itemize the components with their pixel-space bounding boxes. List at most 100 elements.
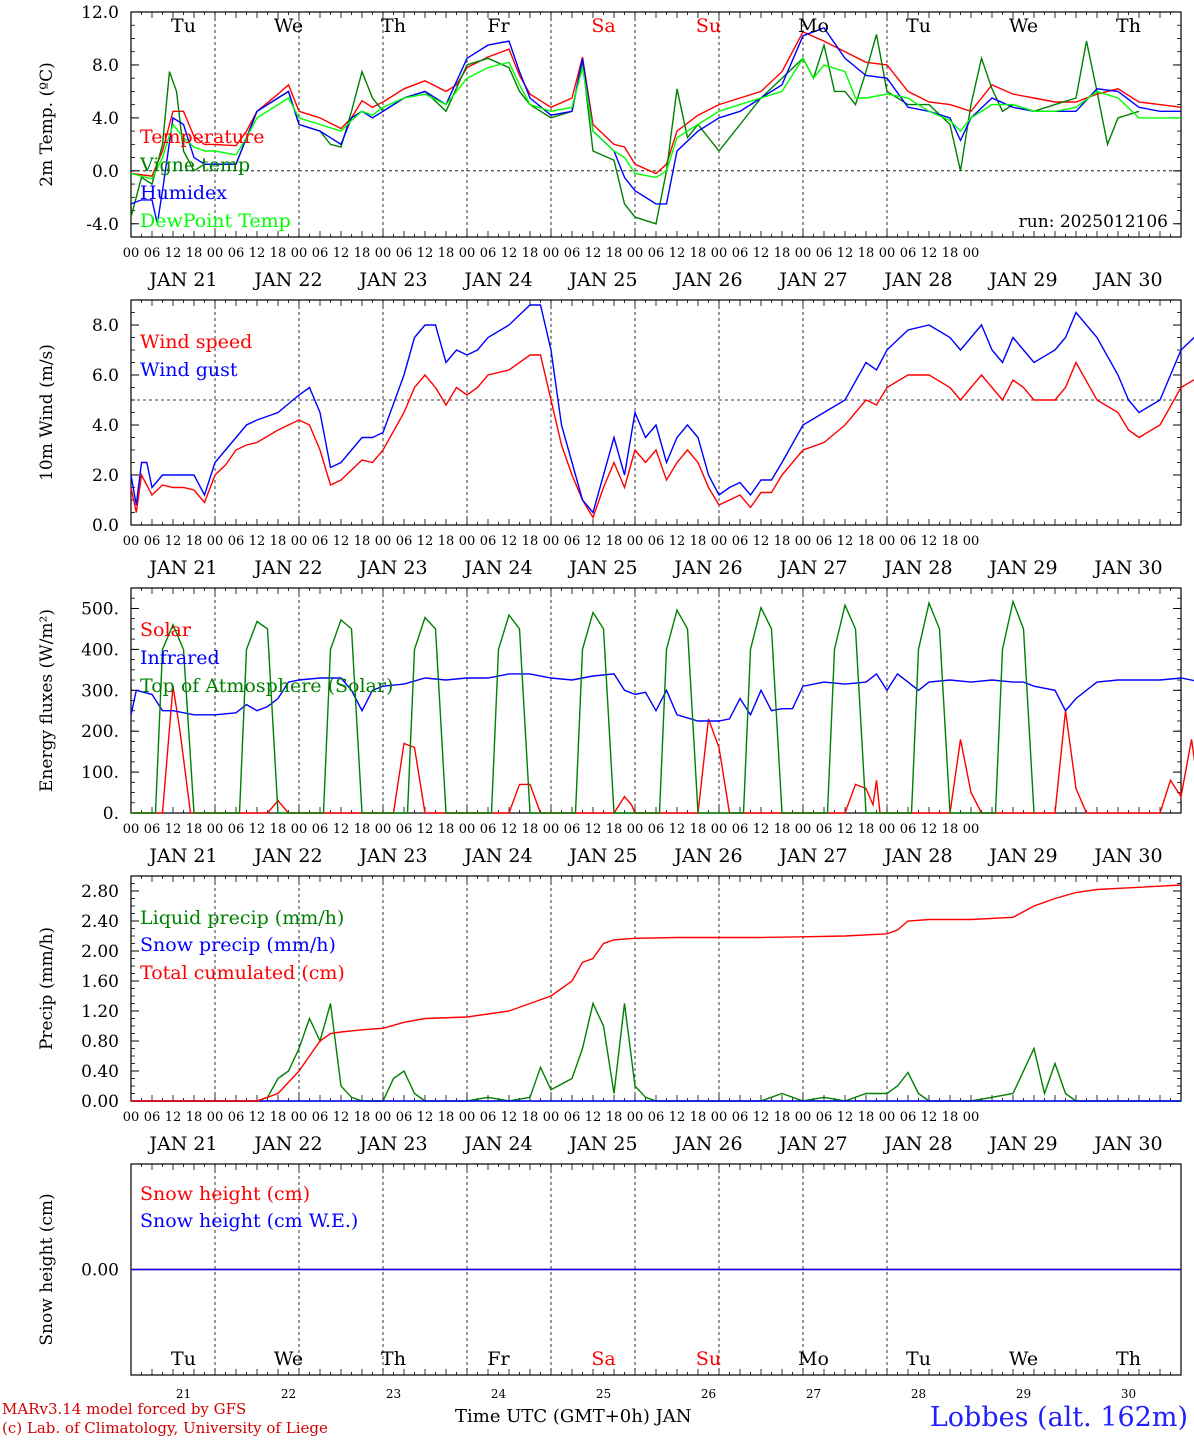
weekday-label: Tu bbox=[906, 1348, 931, 1370]
hour-tick-label: 12 bbox=[921, 1110, 938, 1125]
date-label: JAN 25 bbox=[567, 269, 637, 291]
hour-tick-label: 06 bbox=[816, 822, 833, 837]
y-axis-label: 10m Wind (m/s) bbox=[37, 344, 57, 481]
hour-tick-label: 00 bbox=[459, 246, 476, 261]
hour-tick-label: 18 bbox=[354, 822, 371, 837]
hour-tick-label: 06 bbox=[480, 534, 497, 549]
y-tick-label: 300. bbox=[81, 681, 119, 701]
hour-tick-label: 12 bbox=[165, 1110, 182, 1125]
weekday-label: Th bbox=[381, 1348, 406, 1370]
station-name: Lobbes (alt. 162m) bbox=[929, 1402, 1188, 1433]
hour-tick-label: 06 bbox=[732, 822, 749, 837]
hour-tick-label: 12 bbox=[501, 246, 518, 261]
day-number-label: 29 bbox=[1016, 1387, 1031, 1401]
y-tick-label: -4.0 bbox=[86, 215, 119, 235]
hour-tick-label: 12 bbox=[585, 822, 602, 837]
hour-tick-label: 00 bbox=[459, 534, 476, 549]
hour-tick-label: 12 bbox=[837, 246, 854, 261]
hour-tick-label: 18 bbox=[606, 534, 623, 549]
hour-tick-label: 00 bbox=[795, 822, 812, 837]
y-tick-label: 400. bbox=[81, 640, 119, 660]
hour-tick-label: 06 bbox=[648, 1110, 665, 1125]
hour-tick-label: 18 bbox=[438, 1110, 455, 1125]
hour-tick-label: 00 bbox=[291, 246, 308, 261]
y-tick-label: 6.0 bbox=[92, 366, 119, 386]
hour-tick-label: 18 bbox=[522, 534, 539, 549]
date-label: JAN 24 bbox=[462, 557, 532, 579]
weekday-label: We bbox=[1009, 1348, 1038, 1370]
date-label: JAN 30 bbox=[1092, 845, 1162, 867]
hour-tick-label: 06 bbox=[648, 822, 665, 837]
hour-tick-label: 18 bbox=[522, 246, 539, 261]
series-line bbox=[130, 30, 1182, 177]
legend-entry: Snow height (cm W.E.) bbox=[140, 1210, 358, 1232]
day-number-label: 23 bbox=[386, 1387, 401, 1401]
date-label: JAN 28 bbox=[882, 269, 952, 291]
y-tick-label: 0.0 bbox=[92, 162, 119, 182]
hour-tick-label: 00 bbox=[207, 822, 224, 837]
hour-tick-label: 06 bbox=[564, 822, 581, 837]
hour-tick-label: 12 bbox=[417, 1110, 434, 1125]
hour-tick-label: 18 bbox=[270, 1110, 287, 1125]
hour-tick-label: 00 bbox=[123, 246, 140, 261]
legend-entry: Humidex bbox=[140, 182, 227, 204]
legend-entry: Infrared bbox=[140, 647, 220, 669]
weekday-label: We bbox=[274, 15, 303, 37]
hour-tick-label: 06 bbox=[228, 1110, 245, 1125]
hour-tick-label: 12 bbox=[837, 822, 854, 837]
hour-tick-label: 12 bbox=[669, 246, 686, 261]
date-label: JAN 22 bbox=[252, 557, 322, 579]
hour-tick-label: 06 bbox=[900, 534, 917, 549]
series-line bbox=[131, 599, 1035, 814]
hour-tick-label: 18 bbox=[858, 246, 875, 261]
weekday-label: Fr bbox=[487, 15, 510, 37]
hour-tick-label: 06 bbox=[312, 822, 329, 837]
series-line bbox=[130, 27, 1181, 224]
hour-tick-label: 00 bbox=[711, 1110, 728, 1125]
y-tick-label: 0.00 bbox=[81, 1261, 119, 1281]
hour-tick-label: 18 bbox=[354, 1110, 371, 1125]
series-line bbox=[130, 304, 1194, 514]
day-number-label: 26 bbox=[701, 1387, 716, 1401]
hour-tick-label: 06 bbox=[732, 1110, 749, 1125]
x-axis-label: Time UTC (GMT+0h) JAN bbox=[455, 1406, 692, 1427]
date-label: JAN 21 bbox=[147, 557, 217, 579]
date-label: JAN 29 bbox=[987, 269, 1057, 291]
hour-tick-label: 00 bbox=[459, 822, 476, 837]
y-tick-label: 2.00 bbox=[81, 942, 119, 962]
hour-tick-label: 06 bbox=[312, 534, 329, 549]
hour-tick-label: 18 bbox=[354, 534, 371, 549]
weekday-label: Th bbox=[381, 15, 406, 37]
hour-tick-label: 12 bbox=[585, 1110, 602, 1125]
y-tick-label: 12.0 bbox=[81, 3, 119, 23]
hour-tick-label: 00 bbox=[795, 534, 812, 549]
hour-tick-label: 18 bbox=[942, 1110, 959, 1125]
y-axis-label: Snow height (cm) bbox=[37, 1193, 57, 1345]
series-line bbox=[130, 672, 1194, 722]
date-label: JAN 27 bbox=[777, 1133, 847, 1155]
hour-tick-label: 18 bbox=[354, 246, 371, 261]
y-tick-label: 100. bbox=[81, 763, 119, 783]
hour-tick-label: 06 bbox=[312, 246, 329, 261]
hour-tick-label: 18 bbox=[438, 822, 455, 837]
hour-tick-label: 18 bbox=[858, 822, 875, 837]
weekday-label: Mo bbox=[798, 15, 829, 37]
hour-tick-label: 06 bbox=[900, 1110, 917, 1125]
hour-tick-label: 06 bbox=[648, 534, 665, 549]
weekday-label: Tu bbox=[171, 1348, 196, 1370]
date-label: JAN 23 bbox=[357, 269, 427, 291]
date-label: JAN 22 bbox=[252, 1133, 322, 1155]
hour-tick-label: 00 bbox=[711, 534, 728, 549]
hour-tick-label: 18 bbox=[438, 246, 455, 261]
y-tick-label: 0.00 bbox=[81, 1092, 119, 1112]
date-label: JAN 25 bbox=[567, 1133, 637, 1155]
hour-tick-label: 18 bbox=[270, 534, 287, 549]
hour-tick-label: 00 bbox=[123, 1110, 140, 1125]
hour-tick-label: 18 bbox=[942, 534, 959, 549]
hour-tick-label: 00 bbox=[879, 822, 896, 837]
hour-tick-label: 12 bbox=[921, 534, 938, 549]
hour-tick-label: 06 bbox=[732, 534, 749, 549]
weekday-label: Tu bbox=[906, 15, 931, 37]
legend-entry: Total cumulated (cm) bbox=[140, 962, 345, 984]
